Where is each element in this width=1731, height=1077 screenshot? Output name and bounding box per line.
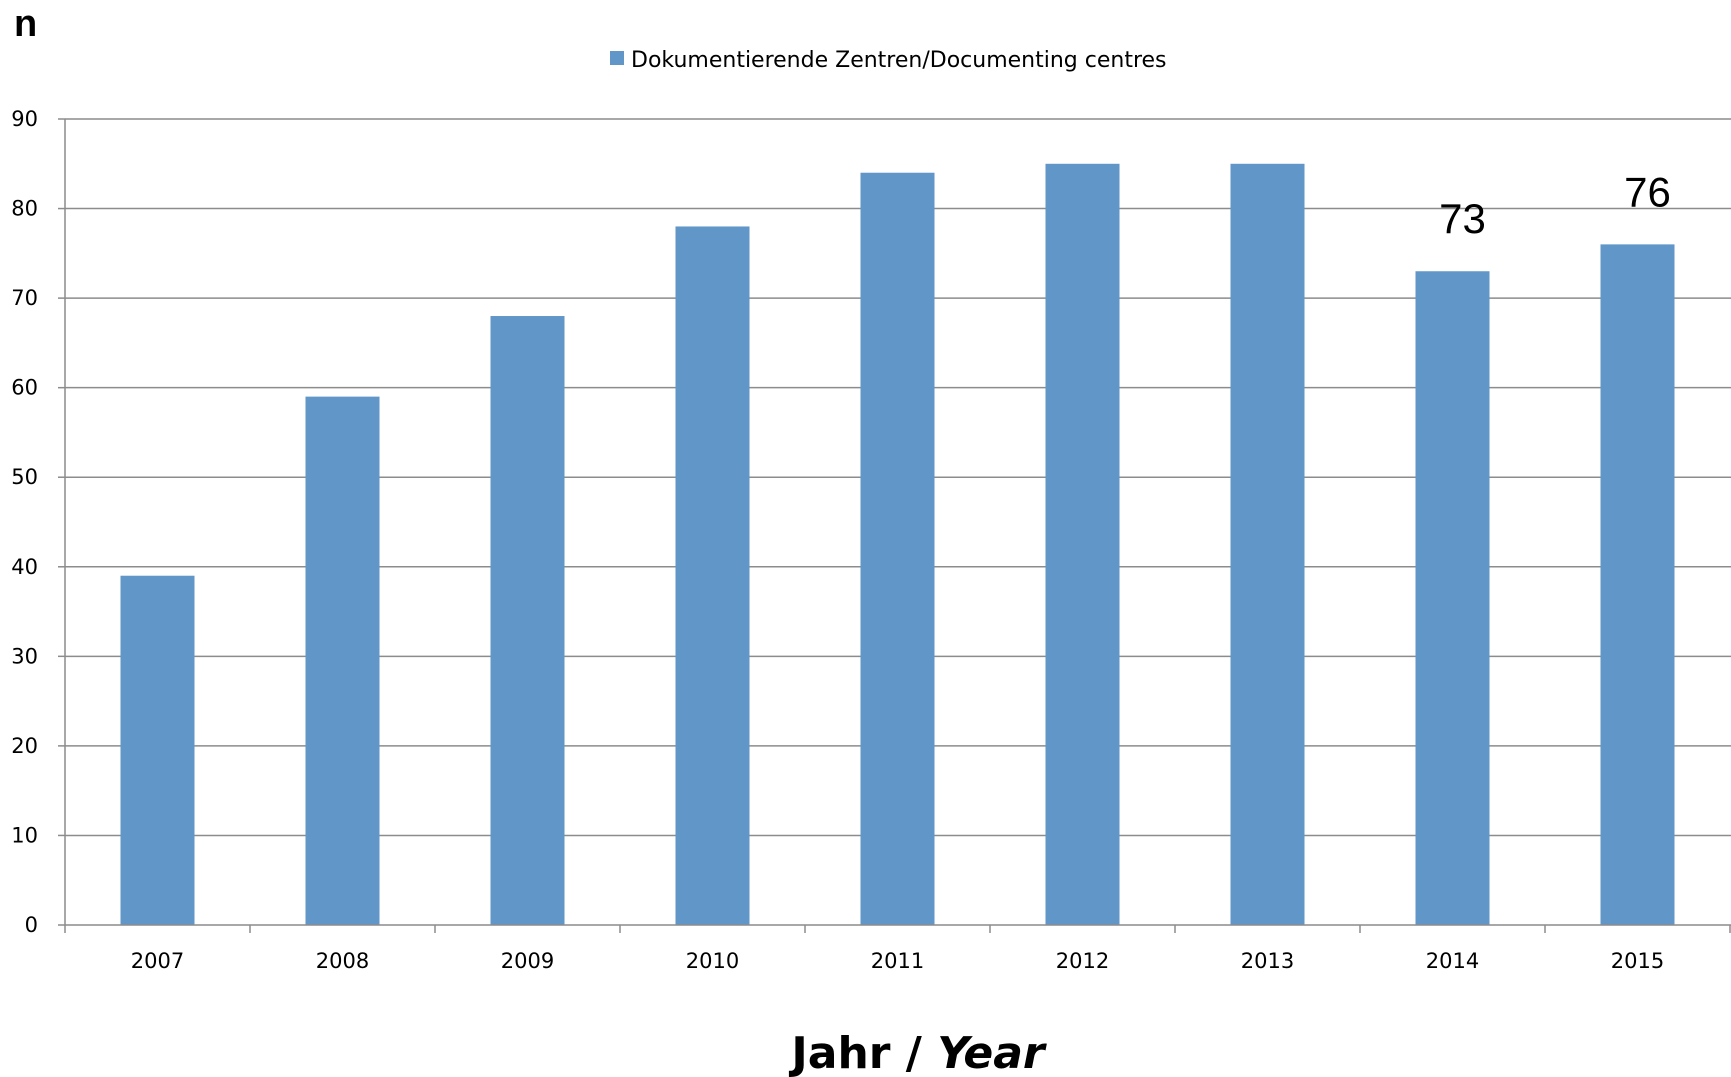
x-tick-label: 2011 (871, 949, 924, 973)
y-tick-label: 30 (11, 644, 38, 668)
x-tick-label: 2009 (501, 949, 554, 973)
x-axis-title-italic: Year (937, 1028, 1047, 1077)
bar (1415, 271, 1490, 925)
bar (120, 575, 195, 925)
legend-label: Dokumentierende Zentren/Documenting cent… (631, 48, 1167, 73)
bar (305, 396, 380, 926)
y-tick-label: 20 (11, 734, 38, 758)
x-tick-labels: 2007 2008 2009 2010 2011 2012 2013 2014 2015 (131, 949, 1664, 973)
x-tick-label: 2007 (131, 949, 184, 973)
data-label: 73 (1439, 195, 1486, 242)
x-tick-label: 2012 (1056, 949, 1109, 973)
bar (860, 172, 935, 925)
x-axis-title-main: Jahr / (788, 1028, 937, 1077)
data-labels: 73 76 (1439, 168, 1671, 242)
x-tick-label: 2010 (686, 949, 739, 973)
y-tick-label: 50 (11, 465, 38, 489)
y-tick-label: 60 (11, 376, 38, 400)
bar (675, 226, 750, 925)
y-tick-label: 80 (11, 197, 38, 221)
y-tick-label: 70 (11, 286, 38, 310)
bar (1230, 163, 1305, 925)
y-tick-labels: 0 10 20 30 40 50 60 70 80 90 (11, 107, 38, 937)
y-tick-label: 0 (25, 913, 38, 937)
bar (490, 316, 565, 925)
y-tick-label: 90 (11, 107, 38, 131)
legend-swatch (610, 51, 624, 65)
data-label: 76 (1624, 168, 1671, 215)
x-tick-label: 2015 (1611, 949, 1664, 973)
legend: Dokumentierende Zentren/Documenting cent… (610, 48, 1167, 73)
x-tick-label: 2008 (316, 949, 369, 973)
y-tick-label: 40 (11, 555, 38, 579)
x-tick-label: 2014 (1426, 949, 1479, 973)
x-tick-label: 2013 (1241, 949, 1294, 973)
bar (1045, 163, 1120, 925)
y-tick-label: 10 (11, 823, 38, 847)
bars (120, 163, 1675, 926)
axes (58, 118, 1731, 933)
bar (1600, 244, 1675, 925)
y-axis-title: n (14, 3, 37, 45)
x-axis-title: Jahr / Year (788, 1028, 1047, 1077)
